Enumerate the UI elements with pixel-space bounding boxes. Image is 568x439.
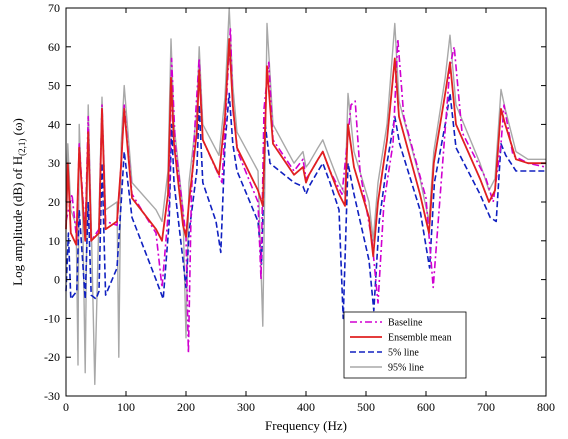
y-tick-label: 10 [48,234,60,248]
y-tick-label: 20 [48,195,60,209]
legend-label-baseline: Baseline [388,318,423,329]
y-tick-label: -20 [44,350,60,364]
y-axis-label-subscript: (2,1) [17,139,27,156]
y-tick-label: 50 [48,79,60,93]
y-axis-label: Log amplitude (dB) of H(2,1) (ω) [10,118,27,286]
y-tick-label: 60 [48,40,60,54]
y-axis-label-suffix: (ω) [10,118,25,138]
series-line-ensemble-mean [65,38,546,258]
y-tick-label: 70 [48,1,60,15]
legend-items: Baseline Ensemble mean 5% line 95% line [350,318,452,374]
x-tick-label: 800 [537,400,555,414]
y-tick-label: 0 [54,273,60,287]
x-tick-label: 500 [357,400,375,414]
axes-ticks: 0 100 200 300 400 500 600 700 800 -30 -20 -10 0 10 20 3… [44,1,555,414]
legend-label-5pct-line: 5% line [388,348,419,359]
x-axis-label: Frequency (Hz) [265,418,347,433]
legend-label-95pct-line: 95% line [388,363,424,374]
legend-label-ensemble-mean: Ensemble mean [388,333,452,344]
x-tick-label: 400 [297,400,315,414]
x-tick-label: 300 [237,400,255,414]
y-tick-label: -30 [44,389,60,403]
x-tick-label: 700 [477,400,495,414]
series-layer [65,7,547,386]
y-tick-label: 40 [48,117,60,131]
y-axis-label-main: Log amplitude (dB) of H [10,156,25,286]
x-tick-label: 200 [177,400,195,414]
y-tick-label: 30 [48,156,60,170]
legend: Baseline Ensemble mean 5% line 95% line [343,311,467,379]
x-tick-label: 600 [417,400,435,414]
y-tick-label: -10 [44,311,60,325]
x-tick-label: 100 [117,400,135,414]
x-tick-label: 0 [63,400,69,414]
